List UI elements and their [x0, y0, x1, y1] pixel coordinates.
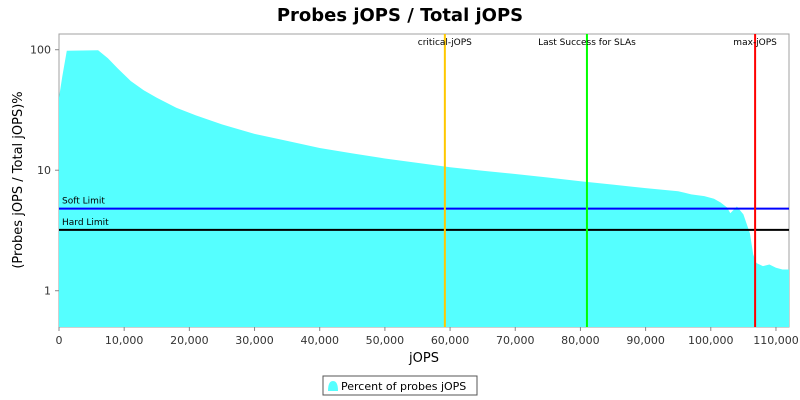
legend: Percent of probes jOPS: [322, 375, 478, 396]
x-tick-label: 50,000: [366, 334, 405, 347]
x-tick-label: 100,000: [688, 334, 734, 347]
marker-label: Last Success for SLAs: [538, 38, 636, 48]
x-tick-label: 90,000: [626, 334, 665, 347]
y-axis-title: (Probes jOPS / Total jOPS)%: [11, 91, 26, 268]
y-tick-label: 1: [44, 285, 51, 298]
x-tick-label: 10,000: [105, 334, 144, 347]
chart-title: Probes jOPS / Total jOPS: [277, 5, 523, 26]
limit-label: Hard Limit: [62, 218, 109, 228]
x-tick-label: 20,000: [170, 334, 209, 347]
area-layer: [59, 50, 789, 327]
x-tick-label: 80,000: [561, 334, 600, 347]
limit-label: Soft Limit: [62, 197, 105, 207]
marker-layer: critical-jOPS Last Success for SLAs max-jO…: [418, 34, 777, 327]
x-tick-label: 30,000: [235, 334, 274, 347]
y-tick-label: 10: [37, 164, 51, 177]
y-tick-label: 100: [30, 44, 51, 57]
x-tick-label: 110,000: [753, 334, 799, 347]
legend-swatch: [328, 381, 338, 391]
x-axis: 0 10,000 20,000 30,000 40,000 50,000 60,000 70,…: [56, 327, 799, 347]
x-tick-label: 60,000: [431, 334, 470, 347]
area-series-0: [59, 50, 789, 327]
x-tick-label: 70,000: [496, 334, 535, 347]
x-tick-label: 40,000: [300, 334, 339, 347]
legend-label: Percent of probes jOPS: [341, 380, 466, 393]
legend-box: [322, 375, 478, 396]
x-axis-title: jOPS: [408, 351, 439, 366]
marker-label: critical-jOPS: [418, 38, 472, 48]
y-axis: 1 10 100: [30, 44, 59, 298]
limit-layer: Soft Limit Hard Limit: [59, 197, 789, 231]
x-tick-label: 0: [56, 334, 63, 347]
marker-label: max-jOPS: [733, 38, 777, 48]
